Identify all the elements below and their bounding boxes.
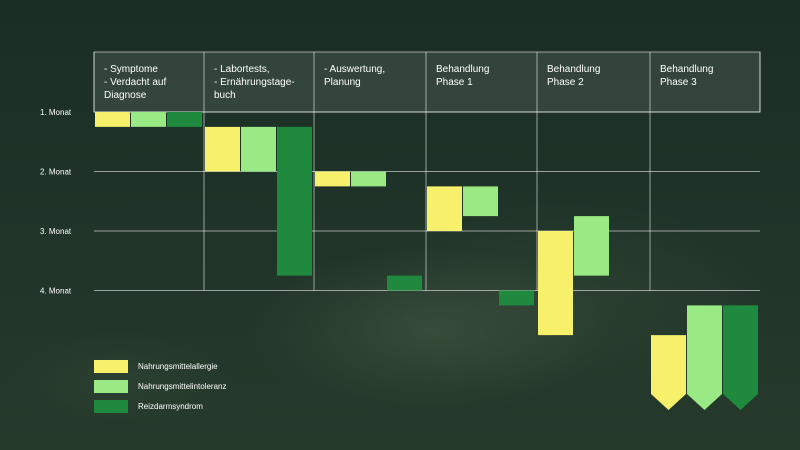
bar-arrow: [723, 305, 758, 410]
row-label: 1. Monat: [40, 108, 72, 117]
column-header: Behandlung: [547, 64, 600, 75]
column-header: - Auswertung,: [324, 64, 385, 75]
column-header: Phase 1: [436, 77, 473, 88]
bar: [574, 216, 609, 276]
column-header: Behandlung: [436, 64, 489, 75]
row-label: 4. Monat: [40, 287, 72, 296]
row-label: 3. Monat: [40, 227, 72, 236]
bar-arrow: [651, 335, 686, 410]
bar: [499, 290, 534, 306]
column-header: buch: [214, 90, 236, 101]
bar: [95, 112, 130, 127]
bar-arrow: [687, 305, 722, 410]
column-header: Diagnose: [104, 90, 147, 101]
bar: [463, 186, 498, 217]
column-header: - Verdacht auf: [104, 77, 166, 88]
bar: [351, 171, 386, 187]
bar: [538, 231, 573, 336]
legend-label: Nahrungsmittelallergie: [138, 362, 218, 371]
bar: [205, 126, 240, 172]
bar: [131, 112, 166, 127]
column-header: Phase 3: [660, 77, 697, 88]
bar: [315, 171, 350, 187]
column-header: Planung: [324, 77, 361, 88]
bar: [277, 126, 312, 276]
legend-label: Reizdarmsyndrom: [138, 402, 203, 411]
bar: [427, 186, 462, 231]
column-header: - Symptome: [104, 64, 158, 75]
column-header: Behandlung: [660, 64, 713, 75]
row-label: 2. Monat: [40, 168, 72, 177]
column-header: - Labortests,: [214, 64, 270, 75]
bar: [167, 112, 202, 127]
bar: [387, 275, 422, 291]
legend-label: Nahrungsmittelintoleranz: [138, 382, 227, 391]
column-header: Phase 2: [547, 77, 584, 88]
header-band: [93, 51, 761, 113]
column-header: - Ernährungstage-: [214, 77, 295, 88]
legend-swatch: [94, 360, 128, 373]
bar: [241, 126, 276, 172]
legend-swatch: [94, 400, 128, 413]
legend-swatch: [94, 380, 128, 393]
